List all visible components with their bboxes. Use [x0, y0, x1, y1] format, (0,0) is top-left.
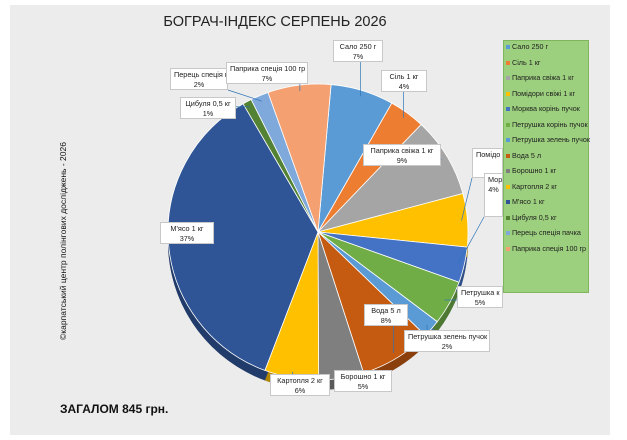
- slice-label: Петрушка зелень пучок 2%: [404, 330, 490, 352]
- slice-label-name: Помідо свіжі 1: [476, 150, 502, 159]
- slice-label-name: Морква кор пучок: [488, 175, 503, 184]
- slice-label-value: 5%: [357, 381, 369, 391]
- legend-label: Морква корінь пучок: [512, 104, 580, 113]
- slice-label-value: 9%: [396, 155, 408, 165]
- slice-label-value: 7%: [261, 73, 273, 83]
- legend-label: Сало 250 г: [512, 42, 549, 51]
- slice-label-value: 2%: [441, 341, 453, 351]
- slice-label-name: Петрушка к: [461, 288, 500, 297]
- slice-label: Борошно 1 кг 5%: [334, 370, 392, 392]
- legend-label: Борошно 1 кг: [512, 166, 557, 175]
- legend-item: М'ясо 1 кг: [504, 198, 588, 214]
- slice-label-value: 7%: [352, 51, 364, 61]
- slice-label-value: 5%: [474, 297, 486, 307]
- slice-label: Перець спеція п 2%: [170, 68, 228, 90]
- legend-label: Паприка спеція 100 гр: [512, 243, 587, 253]
- legend-item: Сало 250 г: [504, 43, 588, 59]
- pie-slice: [267, 83, 332, 233]
- slice-label: Вода 5 л 8%: [364, 304, 408, 326]
- legend-item: Борошно 1 кг: [504, 167, 588, 183]
- legend-label: Паприка свіжа 1 кг: [512, 73, 574, 82]
- legend-label: Сіль 1 кг: [512, 57, 541, 67]
- slice-label-value: 2%: [193, 79, 205, 89]
- legend-swatch: [506, 153, 510, 158]
- slice-label-value: 6%: [294, 385, 306, 395]
- slice-label-name: Паприка спеція 100 гр: [230, 64, 306, 73]
- legend-item: Вода 5 л: [504, 150, 588, 168]
- legend-swatch: [506, 215, 510, 220]
- legend-swatch: [506, 138, 510, 142]
- legend-item: Перець спеція пачка: [504, 229, 588, 245]
- legend-label: М'ясо 1 кг: [512, 197, 545, 206]
- legend-item: Морква корінь пучок: [504, 105, 588, 121]
- slice-label-name: Петрушка зелень пучок: [408, 332, 488, 341]
- legend-item: Сіль 1 кг: [504, 57, 588, 75]
- slice-label: Петрушка к 5%: [457, 286, 503, 308]
- slice-label-value: 8%: [380, 315, 392, 325]
- legend-label: Цибуля 0,5 кг: [512, 212, 557, 222]
- slice-label: Паприка спеція 100 гр 7%: [226, 62, 308, 84]
- slice-label: М'ясо 1 кг 37%: [160, 222, 214, 244]
- legend-swatch: [506, 169, 510, 173]
- slice-label-name: Перець спеція п: [174, 70, 228, 79]
- legend-swatch: [506, 91, 510, 96]
- slice-label-name: М'ясо 1 кг: [170, 224, 204, 233]
- legend-item: Паприка свіжа 1 кг: [504, 74, 588, 90]
- legend-item: Петрушка зелень пучок: [504, 135, 591, 152]
- leader-line: [227, 89, 262, 102]
- legend-swatch: [506, 60, 510, 65]
- legend-label: Картопля 2 кг: [512, 181, 557, 191]
- legend-item: Картопля 2 кг: [504, 181, 588, 199]
- slice-label: Морква кор пучок4%: [484, 173, 503, 217]
- legend-item: Паприка спеція 100 гр: [504, 243, 588, 261]
- legend-swatch: [506, 246, 510, 251]
- slice-label-name: Картопля 2 кг: [277, 376, 323, 385]
- slice-label-value: 37%: [179, 233, 195, 243]
- legend-label: Вода 5 л: [512, 150, 542, 160]
- legend-swatch: [506, 107, 510, 111]
- slice-label: Паприка свіжа 1 кг 9%: [363, 144, 441, 166]
- legend-item: Петрушка корінь пучок: [504, 119, 588, 137]
- total-price: ЗАГАЛОМ 845 грн.: [60, 402, 169, 416]
- slice-label-name: Цибуля 0,5 кг: [185, 99, 231, 108]
- slice-label-value: 4%: [488, 184, 499, 194]
- legend-swatch: [506, 45, 510, 49]
- legend-label: Петрушка корінь пучок: [512, 119, 588, 129]
- legend-item: Помідори свіжі 1 кг: [504, 88, 588, 106]
- chart-title: БОГРАЧ-ІНДЕКС СЕРПЕНЬ 2026: [163, 14, 387, 30]
- slice-label: Картопля 2 кг 6%: [270, 374, 330, 396]
- slice-label-value: 4%: [398, 81, 410, 91]
- slice-label: Сало 250 г 7%: [333, 40, 383, 62]
- legend-swatch: [506, 184, 510, 189]
- legend-label: Петрушка зелень пучок: [512, 135, 591, 144]
- leader-line: [458, 216, 485, 264]
- legend: Сало 250 г Сіль 1 кг Паприка свіжа 1 кг Пом…: [503, 40, 591, 293]
- slice-label-name: Сало 250 г: [339, 42, 377, 51]
- slice-label-name: Сіль 1 кг: [389, 72, 419, 81]
- legend-swatch: [506, 76, 510, 80]
- slice-label: Цибуля 0,5 кг 1%: [180, 97, 236, 119]
- legend-label: Помідори свіжі 1 кг: [512, 88, 576, 98]
- slice-label: Сіль 1 кг 4%: [381, 70, 427, 92]
- slice-label-name: Паприка свіжа 1 кг: [370, 146, 434, 155]
- slice-label-name: Борошно 1 кг: [340, 372, 386, 381]
- legend-item: Цибуля 0,5 кг: [504, 212, 588, 230]
- legend-swatch: [506, 231, 510, 235]
- legend-swatch: [506, 122, 510, 127]
- legend-label: Перець спеція пачка: [512, 228, 581, 237]
- leader-line: [461, 177, 473, 221]
- slice-label-value: 1%: [202, 108, 214, 118]
- legend-swatch: [506, 200, 510, 204]
- slice-label-name: Вода 5 л: [371, 306, 401, 315]
